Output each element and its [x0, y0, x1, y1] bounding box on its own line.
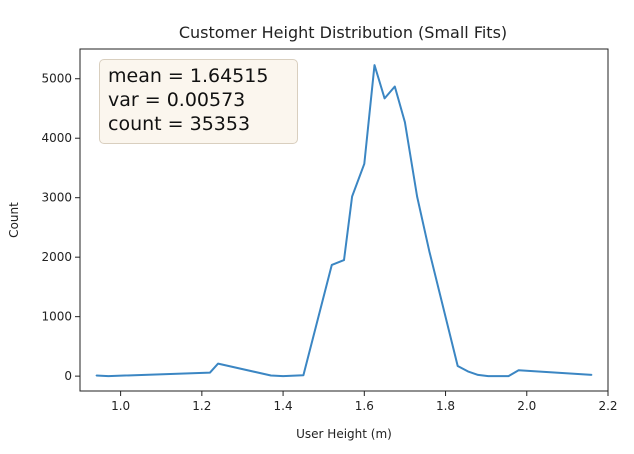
- data-point: [282, 375, 284, 377]
- data-point: [518, 369, 520, 371]
- x-axis-label: User Height (m): [296, 427, 392, 441]
- y-tick-label: 2000: [41, 250, 72, 264]
- data-point: [591, 374, 593, 376]
- data-point: [351, 195, 353, 198]
- data-point: [384, 97, 386, 99]
- data-point: [404, 121, 406, 123]
- x-axis: 1.0 1.2 1.4 1.6 1.8 2.0 2.2: [111, 391, 618, 413]
- stats-annotation-box: mean = 1.64515 var = 0.00573 count = 353…: [99, 59, 298, 144]
- x-tick-label: 1.0: [111, 399, 130, 413]
- plot-area-frame: [79, 48, 609, 392]
- x-tick-label: 2.2: [598, 399, 617, 413]
- y-tick-label: 3000: [41, 191, 72, 205]
- data-point: [270, 374, 272, 377]
- data-point: [477, 374, 479, 376]
- y-axis-label: Count: [7, 202, 21, 238]
- data-point: [107, 375, 109, 377]
- data-point: [363, 163, 365, 165]
- data-point: [373, 64, 376, 66]
- data-point: [302, 374, 304, 376]
- y-tick-label: 1000: [41, 310, 72, 324]
- data-point: [467, 370, 469, 372]
- data-point: [507, 375, 510, 377]
- data-point: [394, 85, 396, 88]
- data-point: [217, 363, 219, 365]
- stats-count: count = 35353: [108, 113, 251, 135]
- series-layer: [95, 64, 593, 378]
- y-tick-label: 0: [64, 369, 72, 383]
- data-point: [95, 374, 97, 377]
- series-line-0: [96, 64, 592, 378]
- y-tick-label: 5000: [41, 72, 72, 86]
- y-axis: 0 1000 2000 3000 4000 5000: [41, 72, 80, 383]
- x-tick-label: 1.8: [436, 399, 455, 413]
- data-point: [457, 365, 459, 367]
- chart-title: Customer Height Distribution (Small Fits…: [179, 23, 507, 42]
- data-point: [487, 375, 489, 377]
- data-point: [416, 195, 418, 198]
- data-point: [209, 372, 211, 374]
- stats-var: var = 0.00573: [108, 89, 246, 111]
- x-tick-label: 1.2: [192, 399, 211, 413]
- y-tick-label: 4000: [41, 131, 72, 145]
- x-tick-label: 1.6: [355, 399, 374, 413]
- data-point: [331, 264, 333, 266]
- data-point: [428, 250, 430, 252]
- x-tick-label: 2.0: [517, 399, 536, 413]
- stats-mean: mean = 1.64515: [108, 65, 269, 87]
- x-tick-label: 1.4: [274, 399, 293, 413]
- data-point: [343, 259, 345, 261]
